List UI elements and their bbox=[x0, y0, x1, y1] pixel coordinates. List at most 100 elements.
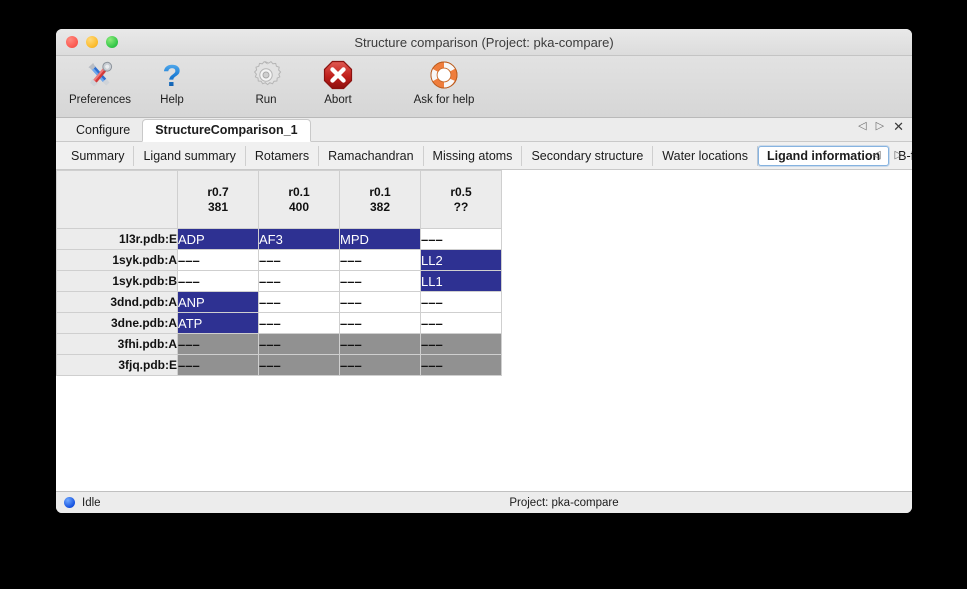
outer-tab-configure[interactable]: Configure bbox=[76, 123, 131, 137]
row-header[interactable]: 1syk.pdb:A bbox=[56, 249, 178, 271]
column-header-0-line2: 381 bbox=[207, 199, 229, 214]
table-cell[interactable]: ––– bbox=[420, 291, 502, 313]
row-header[interactable]: 1syk.pdb:B bbox=[56, 270, 178, 292]
row-header[interactable]: 3dne.pdb:A bbox=[56, 312, 178, 334]
table-cell[interactable]: ––– bbox=[339, 312, 421, 334]
column-header-3-line1: r0.5 bbox=[450, 184, 472, 199]
close-button[interactable] bbox=[66, 36, 78, 48]
table-cell[interactable]: AF3 bbox=[258, 228, 340, 250]
tab-ligand-information[interactable]: Ligand information bbox=[757, 145, 890, 166]
inner-tab-prev-icon[interactable]: ◁ bbox=[872, 149, 881, 161]
inner-tab-next-icon[interactable]: ▷ bbox=[894, 149, 903, 161]
toolbar: Preferences ? Help bbox=[56, 56, 912, 118]
table-cell[interactable]: ––– bbox=[420, 354, 502, 376]
column-header-1[interactable]: r0.1 400 bbox=[258, 170, 340, 229]
table-cell[interactable]: LL2 bbox=[420, 249, 502, 271]
table-row: 3fjq.pdb:E ––– ––– ––– ––– bbox=[56, 354, 502, 376]
table-cell[interactable]: ––– bbox=[258, 312, 340, 334]
toolbar-label-run: Run bbox=[255, 94, 277, 106]
column-header-3[interactable]: r0.5 ?? bbox=[420, 170, 502, 229]
minimize-button[interactable] bbox=[86, 36, 98, 48]
table-row: 3dne.pdb:A ATP ––– ––– ––– bbox=[56, 312, 502, 334]
table-row: 3dnd.pdb:A ANP ––– ––– ––– bbox=[56, 291, 502, 313]
application-window: Structure comparison (Project: pka-compa… bbox=[56, 29, 912, 513]
toolbar-label-preferences: Preferences bbox=[68, 94, 131, 106]
outer-tab-next-icon[interactable]: ▷ bbox=[875, 120, 885, 132]
row-header[interactable]: 3fjq.pdb:E bbox=[56, 354, 178, 376]
table-cell[interactable]: ADP bbox=[177, 228, 259, 250]
status-bar: Idle Project: pka-compare bbox=[56, 491, 912, 513]
table-row: 1syk.pdb:A ––– ––– ––– LL2 bbox=[56, 249, 502, 271]
outer-tab-controls: ◁ ▷ ✕ bbox=[858, 120, 904, 133]
tab-summary[interactable]: Summary bbox=[62, 145, 135, 166]
toolbar-label-abort: Abort bbox=[324, 94, 352, 106]
outer-tab-bar: Configure StructureComparison_1 ◁ ▷ ✕ bbox=[56, 118, 912, 142]
table-cell[interactable]: ––– bbox=[339, 249, 421, 271]
toolbar-label-ask-for-help: Ask for help bbox=[413, 94, 475, 106]
question-mark-icon: ? bbox=[157, 58, 187, 92]
toolbar-button-help[interactable]: ? Help bbox=[136, 58, 208, 106]
table-cell[interactable]: ANP bbox=[177, 291, 259, 313]
table-cell[interactable]: ––– bbox=[339, 354, 421, 376]
row-header[interactable]: 1l3r.pdb:E bbox=[56, 228, 178, 250]
ligand-information-table-area: r0.7 381 r0.1 400 r0.1 382 r0.5 bbox=[56, 170, 912, 491]
table-header: r0.7 381 r0.1 400 r0.1 382 r0.5 bbox=[56, 170, 502, 229]
table-row: 1syk.pdb:B ––– ––– ––– LL1 bbox=[56, 270, 502, 292]
table-cell[interactable]: ––– bbox=[177, 354, 259, 376]
tab-secondary-structure[interactable]: Secondary structure bbox=[522, 145, 654, 166]
table-cell[interactable]: ––– bbox=[177, 270, 259, 292]
toolbar-button-ask-for-help[interactable]: Ask for help bbox=[396, 58, 492, 106]
toolbar-button-preferences[interactable]: Preferences bbox=[64, 58, 136, 106]
column-header-3-line2: ?? bbox=[453, 199, 469, 214]
status-led-icon bbox=[64, 497, 75, 508]
tab-water-locations[interactable]: Water locations bbox=[653, 145, 758, 166]
table-corner-cell bbox=[56, 170, 178, 229]
table-cell[interactable]: ATP bbox=[177, 312, 259, 334]
outer-tab-prev-icon[interactable]: ◁ bbox=[858, 120, 867, 132]
column-header-0[interactable]: r0.7 381 bbox=[177, 170, 259, 229]
lifebuoy-icon bbox=[428, 58, 460, 92]
table-cell[interactable]: ––– bbox=[339, 270, 421, 292]
table-cell[interactable]: ––– bbox=[420, 333, 502, 355]
inner-tab-bar: Summary Ligand summary Rotamers Ramachan… bbox=[56, 142, 912, 170]
svg-text:?: ? bbox=[163, 59, 182, 91]
table-cell[interactable]: ––– bbox=[339, 333, 421, 355]
table-cell[interactable]: ––– bbox=[177, 249, 259, 271]
table-cell[interactable]: MPD bbox=[339, 228, 421, 250]
column-header-2[interactable]: r0.1 382 bbox=[339, 170, 421, 229]
table-cell[interactable]: LL1 bbox=[420, 270, 502, 292]
toolbar-button-run[interactable]: Run bbox=[230, 58, 302, 106]
table-cell[interactable]: ––– bbox=[420, 228, 502, 250]
table-row: 1l3r.pdb:E ADP AF3 MPD ––– bbox=[56, 228, 502, 250]
row-header[interactable]: 3dnd.pdb:A bbox=[56, 291, 178, 313]
tab-ramachandran[interactable]: Ramachandran bbox=[319, 145, 424, 166]
table-cell[interactable]: ––– bbox=[339, 291, 421, 313]
tab-missing-atoms[interactable]: Missing atoms bbox=[424, 145, 523, 166]
table-cell[interactable]: ––– bbox=[258, 291, 340, 313]
toolbar-button-abort[interactable]: Abort bbox=[302, 58, 374, 106]
row-header[interactable]: 3fhi.pdb:A bbox=[56, 333, 178, 355]
outer-tab-structurecomparison-1[interactable]: StructureComparison_1 bbox=[142, 119, 311, 142]
table-cell[interactable]: ––– bbox=[177, 333, 259, 355]
inner-tab-controls: ◁ ▷ bbox=[872, 150, 903, 161]
ligand-information-table: r0.7 381 r0.1 400 r0.1 382 r0.5 bbox=[56, 170, 502, 376]
column-header-2-line1: r0.1 bbox=[369, 184, 391, 199]
window-controls bbox=[66, 36, 118, 48]
outer-tab-close-icon[interactable]: ✕ bbox=[893, 119, 904, 134]
table-cell[interactable]: ––– bbox=[258, 333, 340, 355]
column-header-2-line2: 382 bbox=[369, 199, 391, 214]
table-cell[interactable]: ––– bbox=[258, 270, 340, 292]
table-cell[interactable]: ––– bbox=[420, 312, 502, 334]
gear-icon bbox=[250, 58, 282, 92]
column-header-1-line1: r0.1 bbox=[288, 184, 310, 199]
tools-icon bbox=[83, 58, 117, 92]
table-body: 1l3r.pdb:E ADP AF3 MPD ––– 1syk.pdb:A ––– ––– ––… bbox=[56, 228, 502, 376]
tab-b-factors[interactable]: B-factors bbox=[889, 146, 912, 166]
table-cell[interactable]: ––– bbox=[258, 249, 340, 271]
tab-rotamers[interactable]: Rotamers bbox=[246, 145, 320, 166]
tab-ligand-summary[interactable]: Ligand summary bbox=[134, 145, 246, 166]
table-cell[interactable]: ––– bbox=[258, 354, 340, 376]
table-row: 3fhi.pdb:A ––– ––– ––– ––– bbox=[56, 333, 502, 355]
zoom-button[interactable] bbox=[106, 36, 118, 48]
